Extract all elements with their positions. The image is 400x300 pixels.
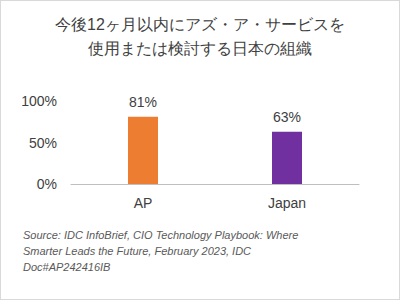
svg-text:AP: AP [134, 195, 153, 211]
svg-text:63%: 63% [273, 109, 301, 125]
svg-text:50%: 50% [29, 135, 57, 151]
svg-text:Smarter Leads the Future, Febr: Smarter Leads the Future, February 2023,… [23, 245, 254, 257]
svg-text:81%: 81% [129, 94, 157, 110]
svg-text:Japan: Japan [268, 195, 306, 211]
svg-text:Source: IDC InfoBrief, CIO Tec: Source: IDC InfoBrief, CIO Technology Pl… [23, 229, 301, 241]
svg-text:0%: 0% [37, 176, 57, 192]
svg-text:今後12ヶ月以内にアズ・ア・サービスを: 今後12ヶ月以内にアズ・ア・サービスを [55, 16, 345, 33]
svg-text:100%: 100% [21, 93, 57, 109]
svg-text:Doc#AP242416IB: Doc#AP242416IB [23, 261, 110, 273]
svg-text:使用または検討する日本の組織: 使用または検討する日本の組織 [88, 40, 312, 57]
